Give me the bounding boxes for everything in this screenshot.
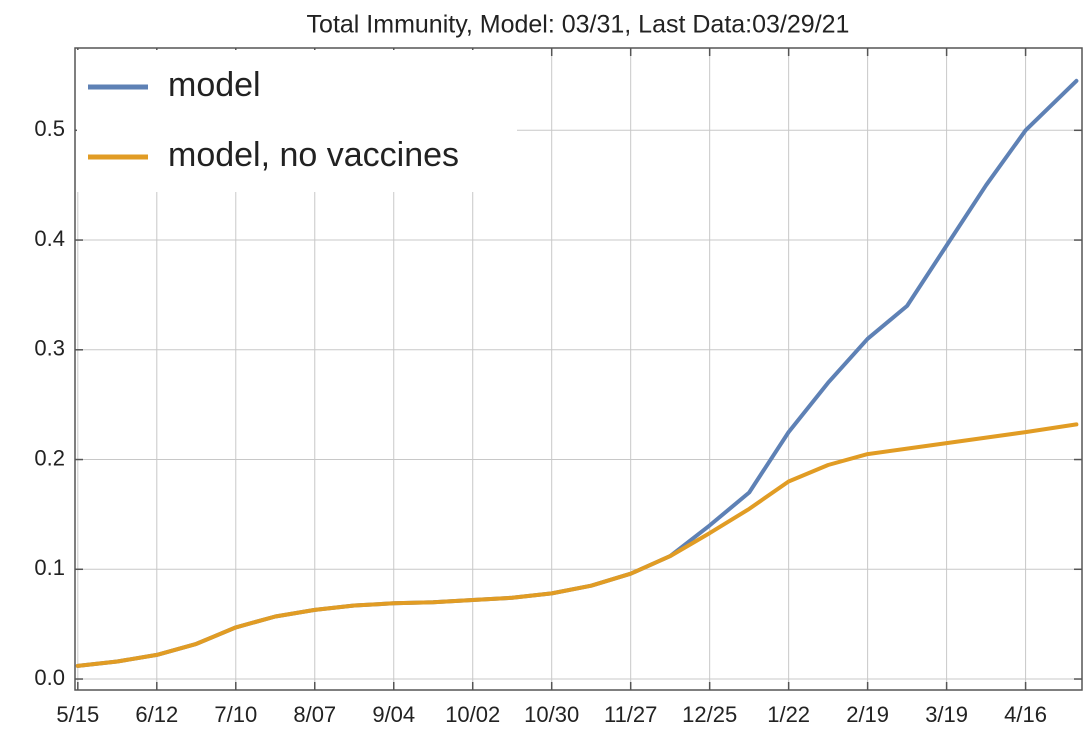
x-tick-label: 12/25 — [682, 702, 737, 727]
x-tick-label: 10/02 — [445, 702, 500, 727]
y-tick-label: 0.1 — [34, 555, 65, 580]
series-line — [75, 422, 1079, 668]
x-tick-label: 2/19 — [846, 702, 889, 727]
x-tick-label: 6/12 — [135, 702, 178, 727]
x-tick-label: 1/22 — [767, 702, 810, 727]
y-tick-label: 0.0 — [34, 665, 65, 690]
x-tick-label: 9/04 — [372, 702, 415, 727]
x-tick-label: 5/15 — [56, 702, 99, 727]
y-tick-label: 0.4 — [34, 226, 65, 251]
y-tick-label: 0.3 — [34, 336, 65, 361]
x-tick-label: 8/07 — [293, 702, 336, 727]
x-tick-label: 7/10 — [214, 702, 257, 727]
chart-title: Total Immunity, Model: 03/31, Last Data:… — [307, 11, 850, 39]
x-tick-label: 4/16 — [1004, 702, 1047, 727]
y-tick-label: 0.5 — [34, 116, 65, 141]
plot-frame — [74, 47, 1083, 691]
legend-box — [77, 50, 517, 192]
legend-label: model — [168, 66, 261, 104]
legend-label: model, no vaccines — [168, 136, 459, 174]
x-tick-label: 11/27 — [604, 702, 657, 727]
x-tick-label: 3/19 — [925, 702, 968, 727]
x-tick-label: 10/30 — [524, 702, 579, 727]
y-tick-label: 0.2 — [34, 445, 65, 470]
